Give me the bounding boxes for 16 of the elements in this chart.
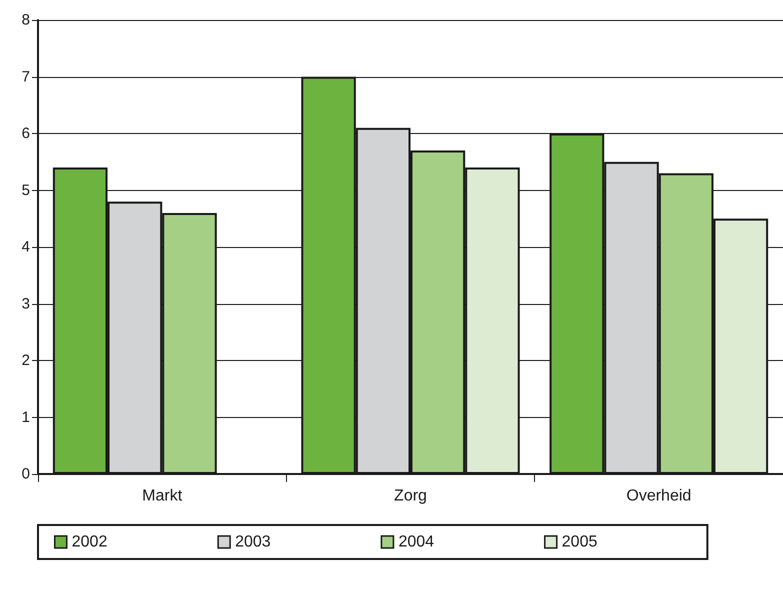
legend-label: 2004	[398, 534, 434, 550]
x-tick-label: Markt	[142, 488, 183, 504]
y-tick-label: 6	[22, 125, 30, 142]
legend-label: 2005	[562, 534, 598, 550]
y-tick-label: 5	[22, 182, 30, 199]
y-tick-label: 1	[22, 408, 30, 426]
y-tick-label: 8	[22, 12, 30, 28]
y-tick-label: 2	[22, 352, 30, 369]
legend-label: 2002	[72, 534, 108, 550]
y-tick-label: 7	[22, 68, 30, 86]
y-tick-label: 4	[22, 238, 30, 256]
y-tick-label: 3	[22, 295, 30, 312]
y-tick-label: 0	[22, 466, 30, 482]
x-tick-label: Overheid	[626, 488, 692, 504]
legend-label: 2003	[235, 534, 271, 550]
x-tick-label: Zorg	[394, 488, 427, 504]
